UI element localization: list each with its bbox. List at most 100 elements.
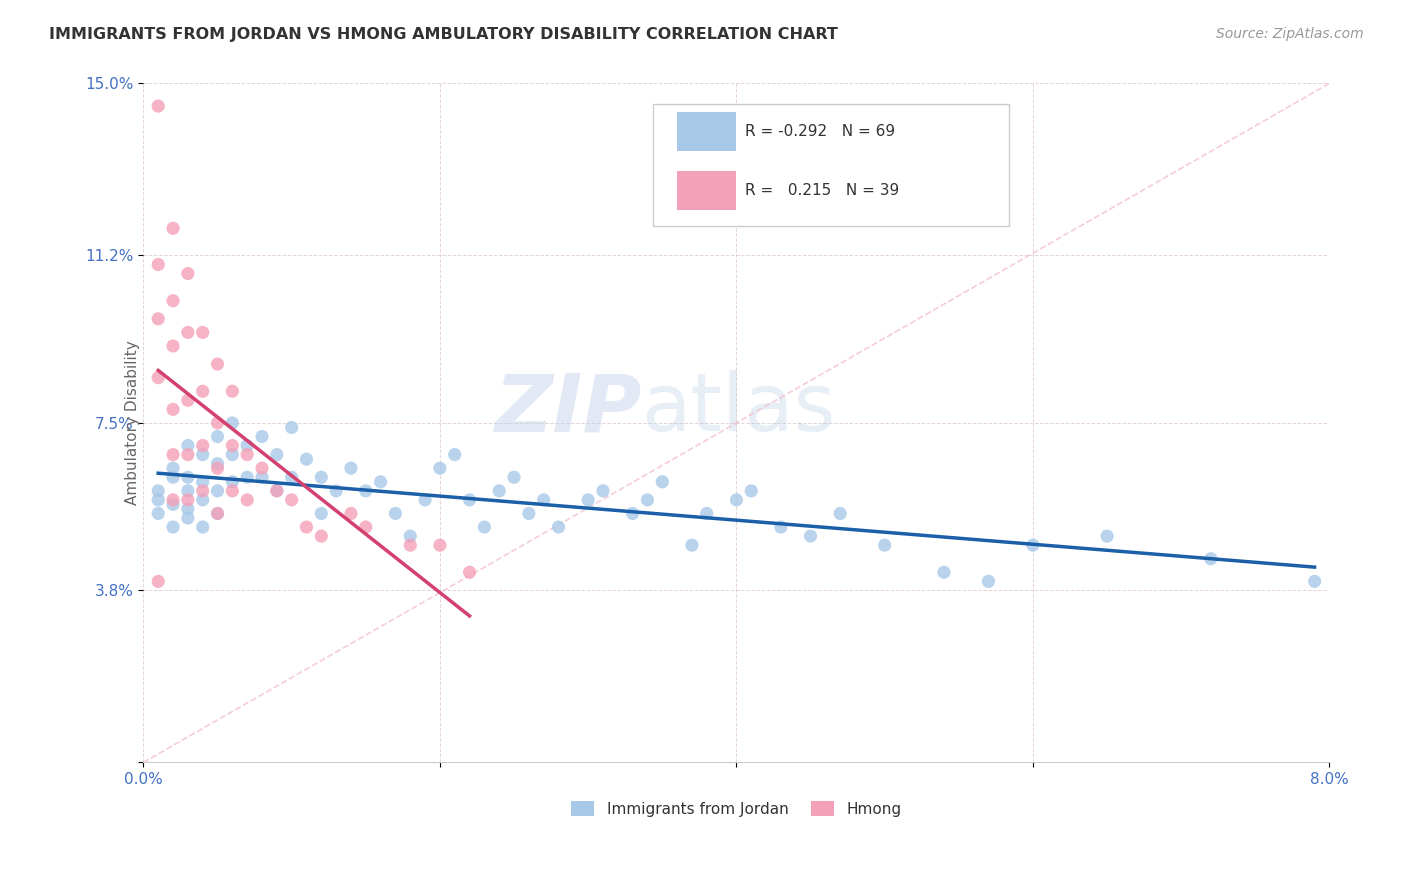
Point (236, 470, 259, 484)
Point (384, 507, 406, 521)
Point (621, 507, 644, 521)
Point (1303, 574, 1326, 589)
Point (221, 384, 243, 399)
Point (740, 483, 762, 498)
Point (280, 470, 302, 484)
Point (207, 461, 229, 475)
Point (458, 492, 481, 507)
Legend: Immigrants from Jordan, Hmong: Immigrants from Jordan, Hmong (565, 795, 907, 822)
Point (413, 492, 436, 507)
Point (311, 470, 333, 484)
Point (250, 470, 273, 484)
Point (162, 402, 184, 417)
Point (1022, 538, 1045, 552)
Point (340, 507, 363, 521)
Point (370, 475, 392, 489)
Point (354, 520, 377, 534)
Point (221, 448, 243, 462)
Point (148, 99, 170, 113)
Point (592, 483, 614, 498)
Point (280, 420, 302, 434)
Point (1095, 529, 1118, 543)
Point (533, 492, 555, 507)
Point (191, 326, 214, 340)
Point (340, 461, 363, 475)
Point (177, 448, 200, 462)
Point (191, 448, 214, 462)
Point (221, 483, 243, 498)
Point (696, 507, 718, 521)
Point (354, 483, 377, 498)
Point (250, 429, 273, 443)
Point (207, 416, 229, 430)
Point (221, 475, 243, 489)
Point (191, 384, 214, 399)
Point (148, 483, 170, 498)
Point (148, 507, 170, 521)
FancyBboxPatch shape (678, 171, 737, 211)
Point (191, 439, 214, 453)
Point (207, 483, 229, 498)
Point (148, 370, 170, 384)
Point (177, 492, 200, 507)
Point (295, 520, 318, 534)
Text: atlas: atlas (641, 370, 837, 449)
Point (207, 507, 229, 521)
Point (576, 492, 599, 507)
FancyBboxPatch shape (678, 112, 737, 152)
Point (769, 520, 792, 534)
Point (177, 511, 200, 525)
Point (207, 507, 229, 521)
Point (162, 497, 184, 511)
Point (1199, 551, 1222, 566)
Point (207, 357, 229, 371)
Point (236, 439, 259, 453)
Point (162, 461, 184, 475)
Point (295, 452, 318, 467)
Point (162, 293, 184, 308)
Point (977, 574, 1000, 589)
Point (399, 529, 422, 543)
Point (799, 529, 821, 543)
Text: R =   0.215   N = 39: R = 0.215 N = 39 (745, 183, 898, 198)
Point (162, 520, 184, 534)
Point (191, 520, 214, 534)
Text: Source: ZipAtlas.com: Source: ZipAtlas.com (1216, 27, 1364, 41)
Point (221, 416, 243, 430)
Point (681, 538, 703, 552)
Point (191, 475, 214, 489)
Y-axis label: Ambulatory Disability: Ambulatory Disability (125, 341, 139, 505)
Point (162, 492, 184, 507)
Point (325, 483, 347, 498)
Point (177, 267, 200, 281)
Point (429, 538, 451, 552)
Point (266, 448, 288, 462)
Point (399, 538, 422, 552)
Point (443, 448, 465, 462)
Point (429, 461, 451, 475)
Point (488, 483, 510, 498)
Point (266, 483, 288, 498)
Text: ZIP: ZIP (494, 370, 641, 449)
Point (177, 326, 200, 340)
Point (162, 221, 184, 235)
Point (177, 393, 200, 408)
Point (177, 502, 200, 516)
Point (148, 258, 170, 272)
Point (474, 520, 496, 534)
Point (148, 311, 170, 326)
Point (148, 492, 170, 507)
Point (517, 507, 540, 521)
Point (250, 461, 273, 475)
Point (725, 492, 748, 507)
Point (458, 566, 481, 580)
Point (236, 492, 259, 507)
Point (207, 457, 229, 471)
Text: IMMIGRANTS FROM JORDAN VS HMONG AMBULATORY DISABILITY CORRELATION CHART: IMMIGRANTS FROM JORDAN VS HMONG AMBULATO… (49, 27, 838, 42)
Point (503, 470, 526, 484)
Point (162, 339, 184, 353)
Point (162, 448, 184, 462)
Point (177, 439, 200, 453)
Point (873, 538, 896, 552)
Point (637, 492, 659, 507)
